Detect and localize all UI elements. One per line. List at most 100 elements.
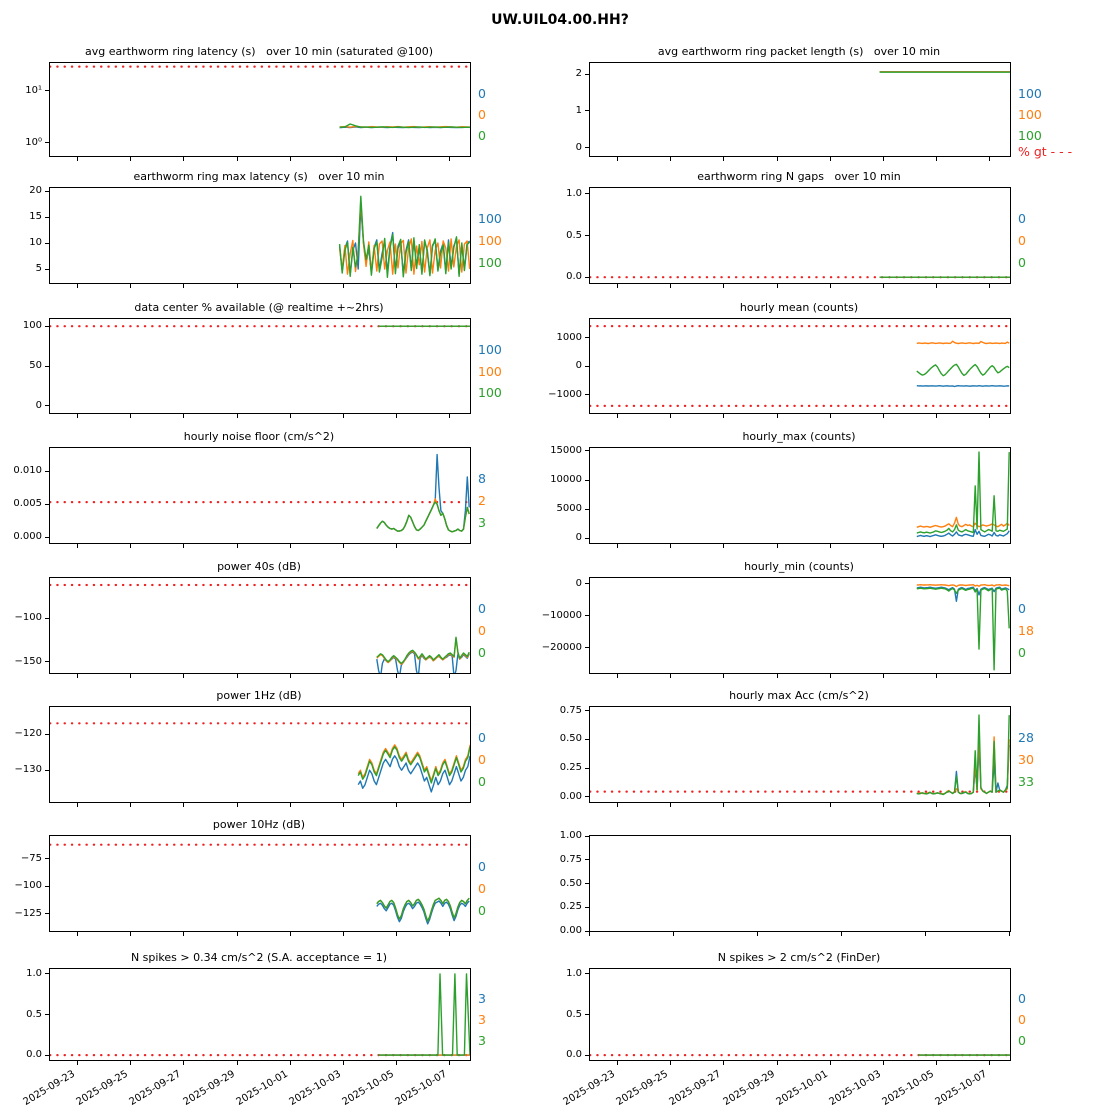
y-tick-label: 1.0 [566, 967, 582, 979]
green-series-line [376, 897, 470, 922]
x-tick [130, 1061, 132, 1065]
x-tick [236, 674, 238, 678]
y-tick-label: 1.0 [26, 967, 42, 979]
y-tick [585, 276, 589, 278]
y-tick [585, 647, 589, 648]
plot-title: data center % available (@ realtime +~2h… [134, 301, 384, 314]
y-tick [45, 536, 49, 538]
subplot-hourly-min: hourly_min (counts) 0 −10000 −20000 0 18 0 [542, 560, 1034, 678]
subplot-power-1hz: power 1Hz (dB) −120 −130 0 0 0 [15, 689, 486, 807]
plot-title: earthworm ring max latency (s) over 10 m… [133, 170, 385, 183]
x-tick [829, 157, 831, 161]
plot-title: earthworm ring N gaps over 10 min [697, 170, 901, 183]
x-tick [236, 1061, 238, 1065]
x-tick [776, 157, 778, 161]
x-tick [670, 1061, 672, 1065]
y-tick [585, 583, 589, 585]
legend-value: 2 [478, 493, 486, 509]
y-tick-label: 0.005 [13, 498, 42, 510]
y-tick-label: 0.00 [559, 925, 582, 936]
x-tick [183, 157, 185, 161]
y-tick [45, 90, 49, 92]
legend-value: 30 [1018, 752, 1034, 768]
y-tick [585, 73, 589, 75]
y-tick [45, 470, 49, 472]
y-tick [45, 1014, 49, 1015]
plot-area [49, 968, 471, 1061]
x-tick [342, 414, 344, 418]
x-tick [882, 803, 884, 807]
y-tick-label: 0.50 [559, 733, 582, 745]
y-tick [585, 450, 589, 452]
orange-series-line [916, 583, 1010, 588]
legend-value: 100 [478, 211, 502, 227]
x-tick [183, 1061, 185, 1065]
x-tick [776, 284, 778, 288]
y-tick-label: 0.25 [559, 762, 582, 773]
legend-value: 3 [478, 1032, 486, 1048]
x-tick [130, 157, 132, 161]
y-tick [45, 617, 49, 619]
green-series-line [376, 636, 470, 665]
x-tick [617, 674, 619, 678]
y-tick-label: 0.50 [559, 877, 582, 889]
y-tick [585, 235, 589, 236]
x-tick [77, 414, 79, 418]
x-tick [989, 157, 991, 161]
y-tick [585, 710, 589, 711]
x-tick [829, 803, 831, 807]
subplot-avg-ring-latency: avg earthworm ring latency (s) over 10 m… [25, 45, 486, 161]
x-tick [236, 803, 238, 807]
green-series-line [376, 501, 470, 533]
plot-title: power 1Hz (dB) [216, 689, 302, 702]
x-tick [776, 544, 778, 548]
legend-value: 0 [1018, 645, 1026, 660]
y-tick-label: 100 [22, 320, 42, 332]
plot-title: hourly mean (counts) [739, 301, 859, 314]
x-tick [183, 544, 185, 548]
x-tick [617, 1061, 619, 1065]
y-tick-label: 0.0 [566, 1049, 582, 1061]
x-tick [989, 1061, 991, 1065]
green-series-line [378, 973, 470, 1056]
y-tick-label: 0 [575, 141, 582, 153]
y-tick [585, 767, 589, 769]
x-tick [236, 414, 238, 418]
y-tick [45, 268, 49, 270]
y-tick-label: −125 [14, 907, 42, 919]
subplot-hourly-noise-floor: hourly noise floor (cm/s^2) 0.010 0.005 0.0… [13, 430, 486, 548]
x-tick [776, 414, 778, 418]
x-tick [236, 284, 238, 288]
plot-area [589, 835, 1011, 932]
plot-area [49, 706, 471, 803]
x-tick [77, 674, 79, 678]
y-tick-label: 0.5 [26, 1008, 42, 1020]
x-tick [289, 284, 291, 288]
x-tick [617, 803, 619, 807]
legend-value: 33 [1018, 774, 1034, 789]
y-tick-label: 0.75 [559, 853, 582, 865]
legend-value: 100 [1018, 128, 1042, 144]
x-tick [342, 803, 344, 807]
y-tick [45, 365, 49, 367]
y-tick-label: 1.00 [559, 830, 582, 841]
plot-area [49, 577, 471, 674]
x-tick [130, 932, 132, 936]
y-tick [585, 365, 589, 367]
x-tick [723, 157, 725, 161]
plot-title: power 10Hz (dB) [212, 818, 306, 831]
x-tick [989, 544, 991, 548]
legend-value: 0 [1018, 233, 1026, 249]
y-tick [585, 738, 589, 740]
x-tick [395, 932, 397, 936]
plot-title: avg earthworm ring packet length (s) ove… [657, 45, 941, 58]
x-tick [289, 674, 291, 678]
green-series-line [916, 714, 1010, 796]
x-tick [77, 1061, 79, 1065]
green-series-line [916, 363, 1010, 377]
x-tick [183, 674, 185, 678]
green-series-line [357, 746, 470, 784]
y-tick [45, 142, 49, 144]
y-tick-label: 10000 [550, 474, 582, 486]
y-tick-label: 0 [575, 532, 582, 544]
